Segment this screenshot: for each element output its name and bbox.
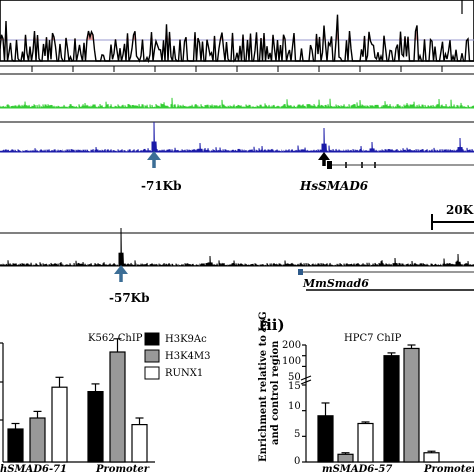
first-exon [327, 161, 332, 169]
k562-bar-runx1 [131, 424, 148, 463]
hssmad6-gene-model [318, 152, 474, 169]
hpc7-y-axis-label-line1: Enrichment relative to IgG [258, 311, 269, 462]
mmsmad6-gene-model [298, 269, 474, 291]
tss-arrow-head [318, 152, 330, 160]
hpc7-bar-chart [300, 344, 474, 463]
legend-swatch-h3k4m3 [144, 349, 160, 363]
k562-chart-title: K562 ChIP [88, 333, 143, 344]
mouse-gene-label: MmSmad6 [303, 277, 369, 290]
k562-bar-chart [0, 332, 160, 463]
blue-signal-track [0, 121, 474, 153]
legend-label-runx1: RUNX1 [165, 368, 204, 379]
hpc7-bar-runx1 [423, 452, 440, 463]
k562-bar-runx1 [51, 386, 68, 463]
k562-bar-h3k4m3 [109, 351, 126, 463]
conservation-profile [0, 14, 474, 64]
panel-ii-label: (ii) [259, 316, 285, 334]
conservation-track [0, 0, 474, 64]
green-signal-profile [0, 97, 474, 109]
mouse-peak-label: -57Kb [109, 291, 150, 305]
hpc7-bar-h3k4m3 [403, 347, 420, 463]
hpc7-chart-title: HPC7 ChIP [344, 333, 402, 344]
k562-bar-h3k4m3 [29, 417, 46, 463]
human-ruler-ticks [31, 66, 443, 72]
hpc7-category-label: Promoter [424, 464, 474, 475]
k562-category-label: Promoter [96, 464, 149, 475]
hpc7-bars [317, 344, 440, 463]
human-ruler [0, 65, 474, 75]
blue-signal-profile [0, 121, 474, 153]
axis-break-mark [300, 375, 312, 381]
legend-swatch-runx1 [144, 366, 160, 380]
hpc7-y-tick-label: 10 [288, 401, 301, 412]
hpc7-bar-h3k9ac [317, 415, 334, 463]
human-peak-arrow [147, 151, 161, 168]
human-gene-label: HsSMAD6 [300, 179, 369, 193]
conservation-track-frame [0, 0, 474, 62]
hpc7-y-tick-label: 200 [282, 340, 302, 351]
legend-swatch-h3k9ac [144, 332, 160, 346]
scale-bar-label: 20K [446, 203, 474, 217]
mouse-signal-profile [0, 227, 474, 267]
green-signal-track [0, 97, 474, 109]
k562-bar-h3k9ac [7, 428, 24, 463]
hpc7-y-tick-label: 15 [288, 381, 301, 392]
hpc7-bar-runx1 [357, 422, 374, 463]
axis-break-mark [300, 379, 312, 385]
k562-bars [7, 338, 148, 463]
hpc7-y-ticks [302, 344, 306, 463]
legend-label-h3k9ac: H3K9Ac [165, 334, 207, 345]
mouse-signal-track [0, 227, 474, 267]
k562-bar-h3k9ac [87, 391, 104, 463]
hpc7-y-tick-label: 0 [294, 456, 301, 467]
hpc7-bar-h3k9ac [383, 355, 400, 463]
hpc7-y-tick-label: 100 [282, 356, 302, 367]
human-peak-label: -71Kb [141, 179, 182, 193]
scale-bar [431, 214, 474, 230]
hpc7-y-axis-label-line2: and control region [270, 340, 281, 445]
hpc7-y-tick-label: 5 [294, 429, 301, 440]
hpc7-category-label: mSMAD6-57 [322, 464, 393, 475]
k562-category-label: hSMAD6-71 [0, 464, 68, 475]
mouse-peak-arrow [114, 265, 128, 282]
hpc7-bar-h3k4m3 [337, 453, 354, 463]
hpc7-y-tick-label: 50 [288, 372, 301, 383]
legend-label-h3k4m3: H3K4M3 [165, 351, 211, 362]
